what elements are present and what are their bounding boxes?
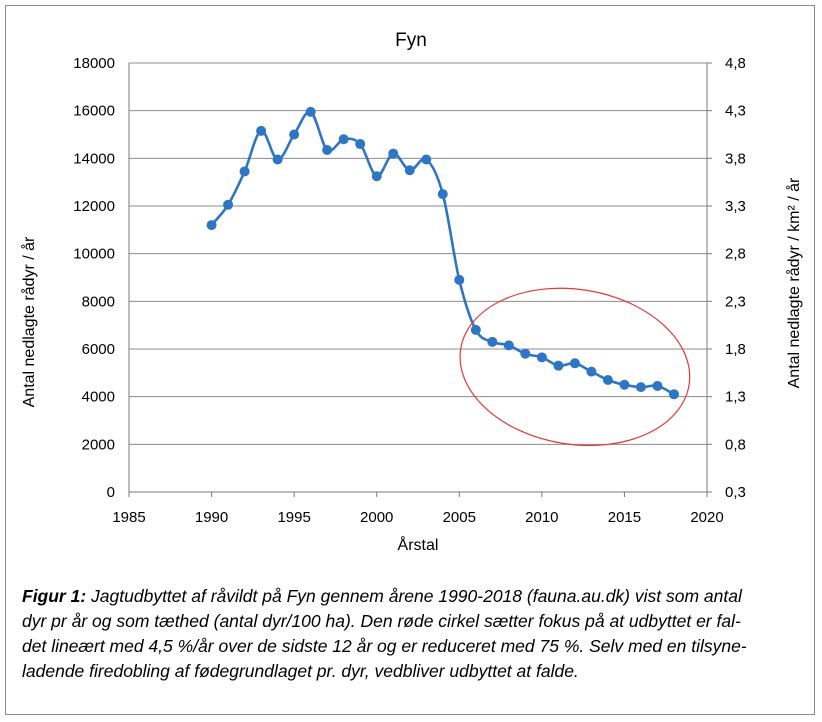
caption-line-3: det lineært med 4,5 %/år over de sidste … (22, 636, 747, 656)
data-point (305, 106, 316, 117)
data-point (652, 380, 663, 391)
y2-tick-label: 1,3 (725, 389, 746, 406)
data-point (635, 382, 646, 393)
data-point (586, 366, 597, 377)
x-tick-label: 1985 (112, 509, 145, 526)
y2-axis-title: Antal nedlagte rådyr / km² / år (785, 177, 803, 388)
data-point (553, 360, 564, 371)
figure-caption: Figur 1: Jagtudbyttet af råvildt på Fyn … (22, 584, 802, 684)
y-axis-title: Antal nedlagte rådyr / år (20, 236, 38, 407)
x-tick-label: 2020 (690, 509, 723, 526)
y2-tick-label: 4,3 (725, 103, 746, 120)
x-tick-label: 2005 (443, 509, 476, 526)
data-point (569, 358, 580, 369)
data-point (239, 166, 250, 177)
data-point (338, 134, 349, 145)
data-point (602, 374, 613, 385)
data-point (503, 340, 514, 351)
data-point (619, 379, 630, 390)
x-tick-label: 2010 (525, 509, 558, 526)
data-point (437, 189, 448, 200)
x-tick-label: 1990 (195, 509, 228, 526)
y-tick-label: 4000 (82, 389, 115, 406)
data-point (223, 199, 234, 210)
x-tick-label: 2000 (360, 509, 393, 526)
data-point (454, 274, 465, 285)
x-axis-title: Årstal (398, 535, 439, 554)
y-tick-label: 8000 (82, 293, 115, 310)
data-point (536, 352, 547, 363)
y2-tick-label: 0,8 (725, 436, 746, 453)
y2-tick-label: 4,8 (725, 55, 746, 72)
data-point (421, 154, 432, 165)
caption-line-1: Jagtudbyttet af råvildt på Fyn gennem år… (91, 586, 742, 606)
data-point (355, 139, 366, 150)
focus-ellipse (459, 287, 691, 447)
data-point (487, 336, 498, 347)
data-point (289, 129, 300, 140)
y-tick-label: 18000 (73, 55, 115, 72)
figure-frame (5, 5, 815, 715)
caption-line-2: dyr pr år og som tæthed (antal dyr/100 h… (22, 611, 741, 631)
data-point (206, 220, 217, 231)
data-point (256, 125, 267, 136)
y2-tick-label: 3,8 (725, 150, 746, 167)
data-point (272, 154, 283, 165)
caption-line-4: ladende firedobling af fødegrundlaget pr… (22, 661, 579, 681)
y2-tick-label: 2,8 (725, 246, 746, 263)
data-point (371, 171, 382, 182)
series-line (210, 110, 675, 396)
y-tick-label: 12000 (73, 198, 115, 215)
x-tick-labels: 1985 1990 1995 2000 2005 2010 2015 2020 (112, 509, 723, 526)
data-point (388, 148, 399, 159)
y-tick-label: 10000 (73, 246, 115, 263)
y2-tick-label: 2,3 (725, 293, 746, 310)
y2-tick-label: 3,3 (725, 198, 746, 215)
y-tick-label: 2000 (82, 436, 115, 453)
caption-lead: Figur 1: (22, 586, 87, 606)
y-tick-label: 16000 (73, 103, 115, 120)
y2-tick-label: 1,8 (725, 341, 746, 358)
y-tick-label: 0 (107, 484, 115, 501)
x-tick-label: 2015 (608, 509, 641, 526)
y-tick-label: 6000 (82, 341, 115, 358)
chart-title: Fyn (395, 30, 427, 51)
data-point (404, 165, 415, 176)
axes (128, 62, 712, 497)
data-point (322, 144, 333, 155)
data-point (470, 324, 481, 335)
line-chart: Fyn 1985 1990 1995 2000 2005 2010 2015 2020 0 20… (20, 30, 803, 554)
y2-tick-labels: 0,3 0,8 1,3 1,8 2,3 2,8 3,3 3,8 4,3 4,8 (725, 55, 746, 501)
y-tick-labels: 0 2000 4000 6000 8000 10000 12000 14000 16000 180… (73, 55, 115, 501)
data-point (668, 389, 679, 400)
data-points (206, 106, 679, 400)
data-point (520, 348, 531, 359)
y2-tick-label: 0,3 (725, 484, 746, 501)
y-tick-label: 14000 (73, 150, 115, 167)
x-tick-label: 1995 (277, 509, 310, 526)
